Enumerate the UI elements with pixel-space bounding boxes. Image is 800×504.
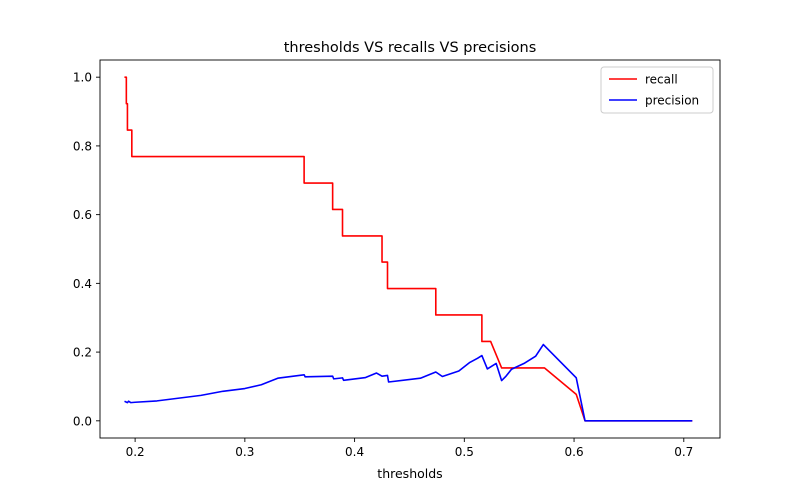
legend-label-recall: recall [645, 73, 678, 87]
x-tick-label: 0.2 [126, 445, 145, 459]
y-tick-label: 0.0 [73, 414, 92, 428]
x-tick-label: 0.7 [674, 445, 693, 459]
x-tick-label: 0.4 [345, 445, 364, 459]
series-line-recall [124, 76, 693, 422]
y-tick-label: 0.4 [73, 277, 92, 291]
series-line-precision [124, 343, 693, 422]
y-tick-label: 0.8 [73, 139, 92, 153]
x-tick-label: 0.3 [235, 445, 254, 459]
chart-title: thresholds VS recalls VS precisions [284, 40, 537, 56]
axes-frame [99, 59, 721, 439]
legend-label-precision: precision [645, 94, 699, 108]
x-axis: 0.2 0.3 0.4 0.5 0.6 0.7 [126, 438, 693, 459]
x-tick-label: 0.5 [455, 445, 474, 459]
y-tick-label: 1.0 [73, 71, 92, 85]
y-tick-label: 0.2 [73, 346, 92, 360]
x-tick-label: 0.6 [565, 445, 584, 459]
y-axis: 0.0 0.2 0.4 0.6 0.8 1.0 [73, 71, 100, 428]
y-tick-label: 0.6 [73, 208, 92, 222]
plot-area [124, 76, 693, 422]
legend: recall precision [600, 66, 714, 114]
x-axis-label: thresholds [377, 466, 442, 481]
